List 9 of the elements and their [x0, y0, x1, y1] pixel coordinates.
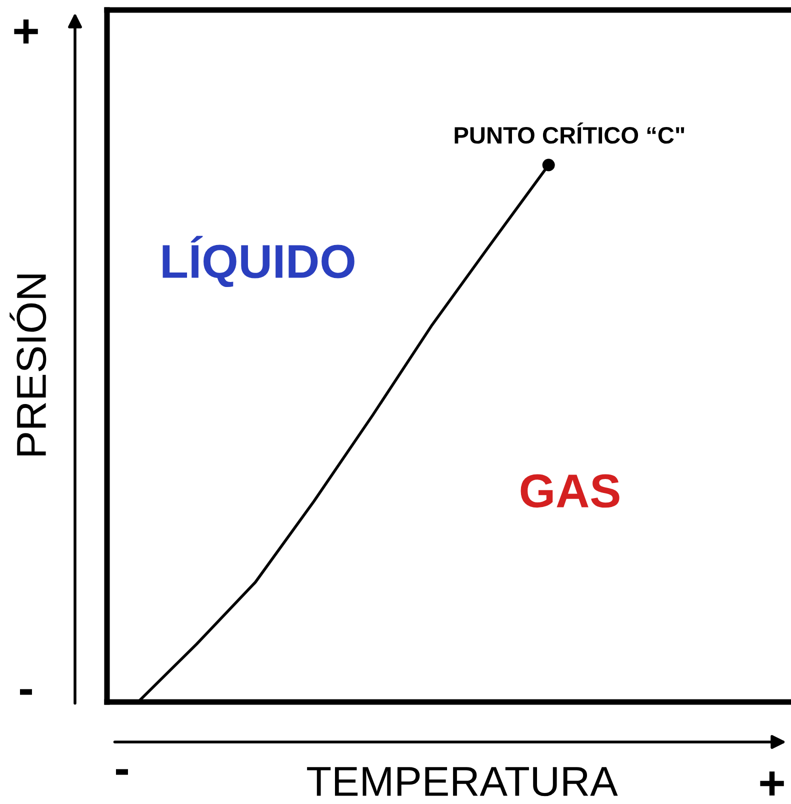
annotation: LÍQUIDO: [162, 236, 354, 288]
text: +: [14, 20, 38, 44]
annotation: GAS: [520, 474, 620, 508]
text: +: [760, 772, 784, 796]
text: PUNTO CRÍTICO “C": [454, 122, 684, 144]
text: -: [116, 769, 128, 775]
x-axis-title: TEMPERATURA: [307, 767, 618, 796]
text: -: [20, 689, 32, 695]
y-axis-title: PRESIÓN: [10, 274, 46, 456]
